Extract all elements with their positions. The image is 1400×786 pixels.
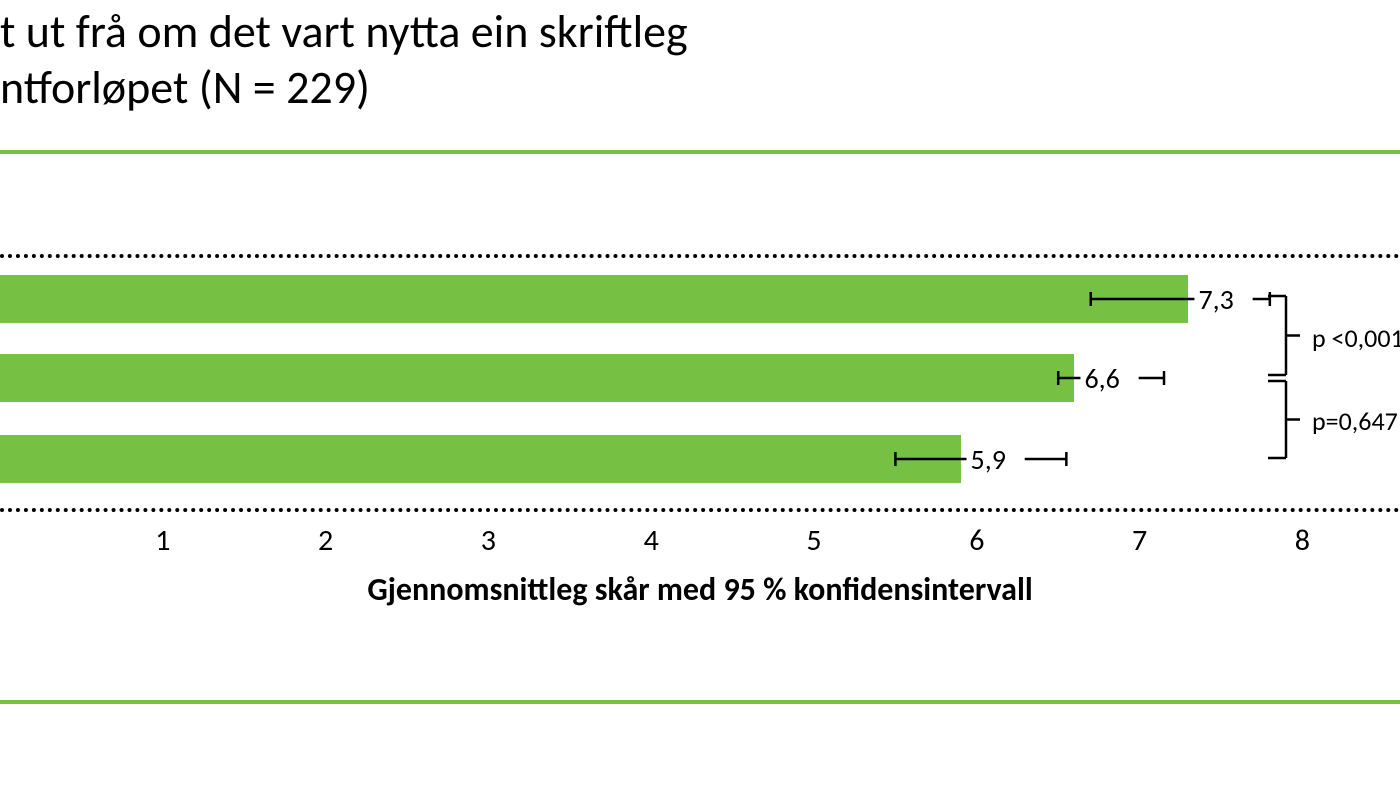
x-tick-1: 1 (155, 522, 170, 559)
bar-3 (0, 435, 961, 483)
x-tick-5: 5 (806, 522, 821, 559)
chart-title-line-1: t ut frå om det vart nytta ein skriftleg (0, 8, 688, 56)
x-tick-6: 6 (969, 522, 984, 559)
x-tick-4: 4 (644, 522, 659, 559)
chart-title-line-2: ntforløpet (N = 229) (0, 64, 370, 112)
top-rule (0, 150, 1400, 154)
bar-3-value-label: 5,9 (971, 442, 1006, 477)
bar-2 (0, 354, 1074, 402)
x-tick-3: 3 (481, 522, 496, 559)
plot-bottom-border (0, 508, 1400, 512)
x-tick-8: 8 (1295, 522, 1310, 559)
p-value-2: p=0,647 (1312, 405, 1398, 437)
x-tick-2: 2 (318, 522, 333, 559)
bottom-rule (0, 700, 1400, 704)
chart-figure: t ut frå om det vart nytta ein skriftleg… (0, 0, 1400, 786)
x-tick-7: 7 (1132, 522, 1147, 559)
p-value-1: p <0,001 (1312, 322, 1400, 354)
bar-1 (0, 275, 1188, 323)
x-axis-title: Gjennomsnittleg skår med 95 % konfidensi… (367, 570, 1032, 609)
bar-1-value-label: 7,3 (1198, 282, 1233, 317)
bar-2-value-label: 6,6 (1084, 361, 1119, 396)
plot-top-border (0, 254, 1400, 258)
